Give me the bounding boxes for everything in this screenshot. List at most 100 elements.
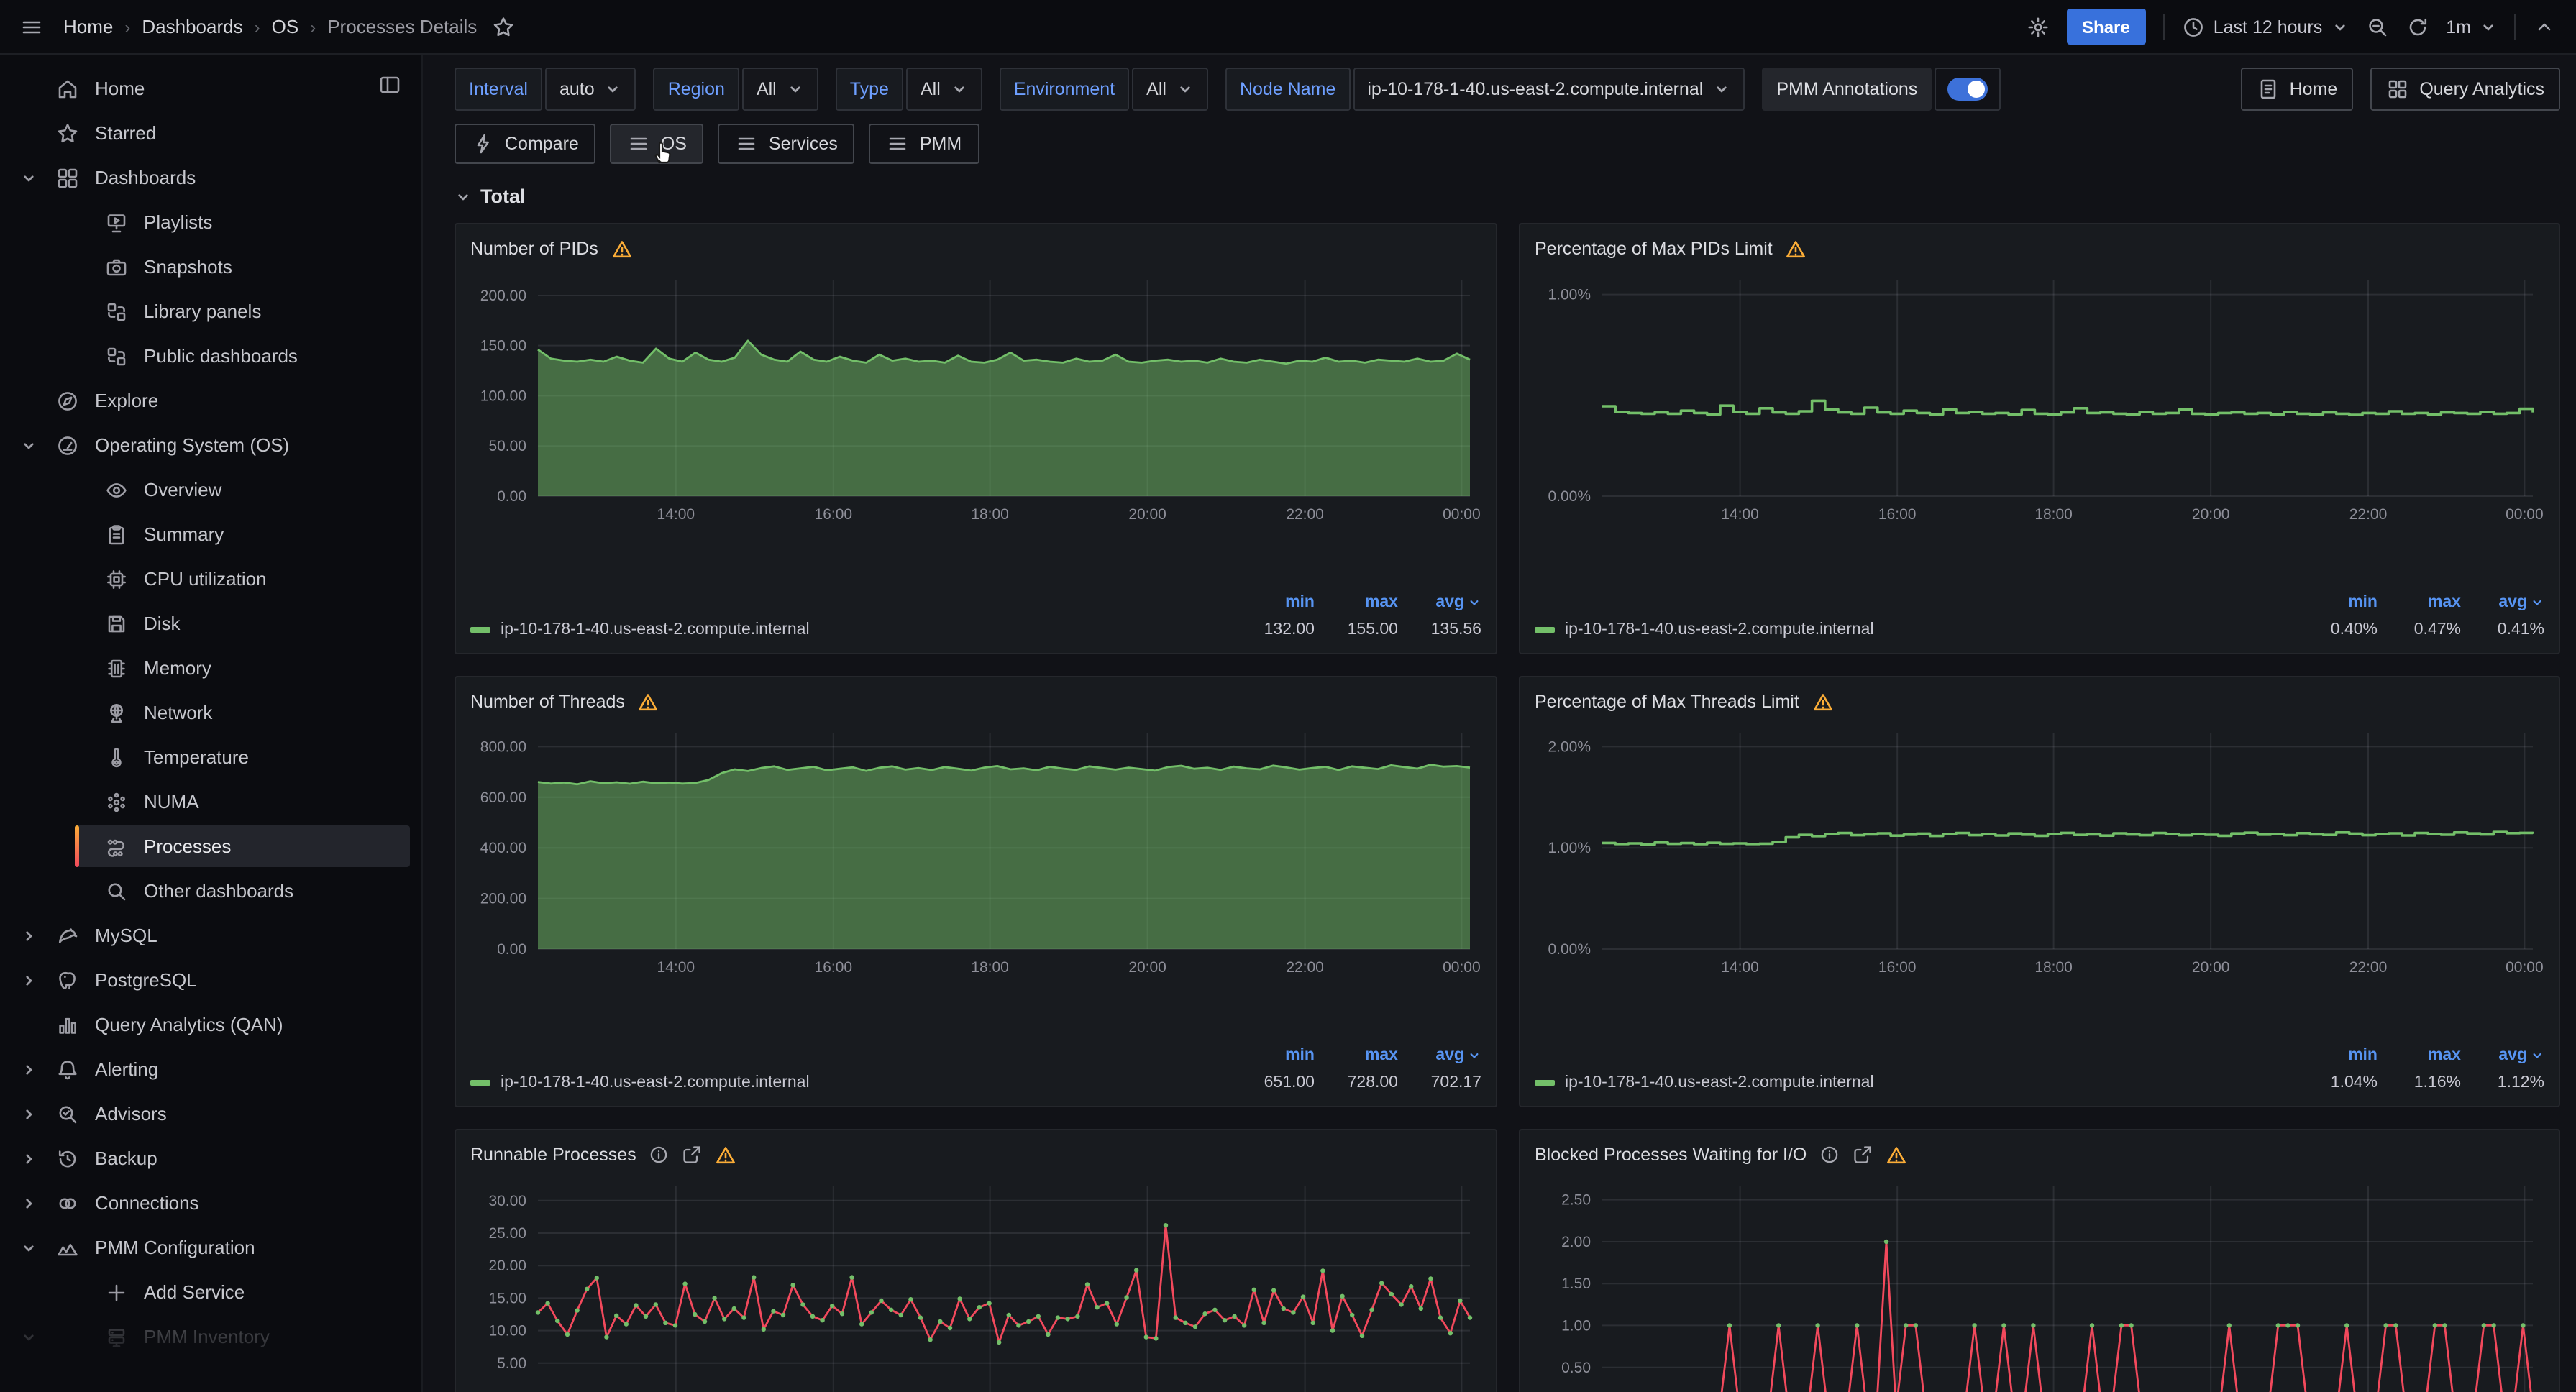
legend-sort-min[interactable]: min: [2294, 1046, 2378, 1063]
legend-sort-min[interactable]: min: [1231, 593, 1315, 610]
warning-icon[interactable]: [611, 238, 633, 260]
sidebar-item-summary[interactable]: Summary: [0, 512, 421, 557]
sidebar-item-overview[interactable]: Overview: [0, 467, 421, 512]
variable-value-dropdown[interactable]: All: [906, 68, 982, 111]
sidebar-item-pmm-inventory[interactable]: PMM Inventory: [0, 1314, 421, 1359]
time-series-chart[interactable]: 200.00150.00100.0050.000.0014:0016:0018:…: [470, 266, 1481, 532]
panel-title[interactable]: Runnable Processes: [470, 1145, 636, 1165]
sidebar-item-library-panels[interactable]: Library panels: [0, 289, 421, 334]
dashboard-settings-gear-icon[interactable]: [2026, 15, 2049, 38]
sidebar-item-starred[interactable]: Starred: [0, 111, 421, 155]
warning-icon[interactable]: [1886, 1144, 1907, 1166]
sidebar-item-public-dashboards[interactable]: Public dashboards: [0, 334, 421, 378]
compare-link-button[interactable]: Compare: [455, 124, 596, 164]
time-series-chart[interactable]: 2.00%1.00%0.00%14:0016:0018:0020:0022:00…: [1535, 719, 2544, 985]
warning-icon[interactable]: [638, 691, 659, 713]
time-series-chart[interactable]: 2.502.001.501.000.5014:0016:0018:0020:00…: [1535, 1172, 2544, 1392]
legend-series[interactable]: ip-10-178-1-40.us-east-2.compute.interna…: [1535, 621, 2294, 638]
chevron-right-icon[interactable]: [17, 1105, 40, 1122]
panel-title[interactable]: Number of PIDs: [470, 239, 598, 259]
sidebar-item-other-dashboards[interactable]: Other dashboards: [0, 869, 421, 913]
sidebar-item-processes[interactable]: Processes: [0, 824, 421, 869]
chevron-down-icon[interactable]: [17, 436, 40, 454]
legend-sort-avg[interactable]: avg: [2461, 1046, 2544, 1063]
legend-series[interactable]: ip-10-178-1-40.us-east-2.compute.interna…: [470, 1073, 1231, 1091]
sidebar-item-memory[interactable]: Memory: [0, 646, 421, 690]
legend-series[interactable]: ip-10-178-1-40.us-east-2.compute.interna…: [470, 621, 1231, 638]
menu-icon[interactable]: [20, 15, 43, 38]
warning-icon[interactable]: [1812, 691, 1834, 713]
legend-sort-max[interactable]: max: [1315, 1046, 1398, 1063]
chevron-down-icon[interactable]: [17, 169, 40, 186]
sidebar-item-connections[interactable]: Connections: [0, 1181, 421, 1225]
sidebar-item-operating-system-os[interactable]: Operating System (OS): [0, 423, 421, 467]
chevron-down-icon[interactable]: [17, 1328, 40, 1345]
legend-sort-avg[interactable]: avg: [1398, 593, 1481, 610]
info-icon[interactable]: [649, 1145, 670, 1165]
sidebar-item-add-service[interactable]: Add Service: [0, 1270, 421, 1314]
pmm-annotations-toggle[interactable]: [1935, 68, 2001, 111]
legend-sort-max[interactable]: max: [1315, 593, 1398, 610]
breadcrumb-item[interactable]: Home: [63, 16, 113, 37]
legend-sort-max[interactable]: max: [2378, 1046, 2461, 1063]
breadcrumb-item[interactable]: Dashboards: [142, 16, 242, 37]
warning-icon[interactable]: [1786, 238, 1807, 260]
variable-value-dropdown[interactable]: All: [1132, 68, 1208, 111]
external-link-icon[interactable]: [682, 1145, 703, 1165]
warning-icon[interactable]: [716, 1144, 737, 1166]
chevron-right-icon[interactable]: [17, 1194, 40, 1212]
sidebar-item-snapshots[interactable]: Snapshots: [0, 244, 421, 289]
breadcrumb-item[interactable]: OS: [272, 16, 299, 37]
chevron-right-icon[interactable]: [17, 1061, 40, 1078]
info-icon[interactable]: [1819, 1145, 1840, 1165]
time-series-chart[interactable]: 800.00600.00400.00200.000.0014:0016:0018…: [470, 719, 1481, 985]
refresh-interval-picker[interactable]: 1m: [2446, 17, 2497, 37]
services-link-button[interactable]: Services: [718, 124, 855, 164]
sidebar-item-alerting[interactable]: Alerting: [0, 1047, 421, 1091]
sidebar-item-explore[interactable]: Explore: [0, 378, 421, 423]
time-series-chart[interactable]: 30.0025.0020.0015.0010.005.0014:0016:001…: [470, 1172, 1481, 1392]
sidebar-item-cpu-utilization[interactable]: CPU utilization: [0, 557, 421, 601]
legend-sort-min[interactable]: min: [1231, 1046, 1315, 1063]
breadcrumb-item[interactable]: Processes Details: [327, 16, 477, 37]
sidebar-item-home[interactable]: Home: [0, 66, 421, 111]
row-total-header[interactable]: Total: [455, 186, 2560, 207]
sidebar-item-numa[interactable]: NUMA: [0, 779, 421, 824]
panel-title[interactable]: Number of Threads: [470, 692, 625, 712]
sidebar-item-mysql[interactable]: MySQL: [0, 913, 421, 958]
external-link-icon[interactable]: [1853, 1145, 1873, 1165]
home-dashboard-button[interactable]: Home: [2241, 68, 2354, 111]
variable-value-dropdown[interactable]: auto: [545, 68, 636, 111]
panel-title[interactable]: Percentage of Max PIDs Limit: [1535, 239, 1773, 259]
sidebar-item-playlists[interactable]: Playlists: [0, 200, 421, 244]
chevron-right-icon[interactable]: [17, 927, 40, 944]
legend-sort-max[interactable]: max: [2378, 593, 2461, 610]
sidebar-item-disk[interactable]: Disk: [0, 601, 421, 646]
legend-sort-avg[interactable]: avg: [1398, 1046, 1481, 1063]
share-button[interactable]: Share: [2066, 9, 2146, 45]
collapse-sidebar-icon[interactable]: [378, 73, 401, 96]
pmm-link-button[interactable]: PMM: [869, 124, 979, 164]
sidebar-item-dashboards[interactable]: Dashboards: [0, 155, 421, 200]
chevron-up-icon[interactable]: [2533, 15, 2556, 38]
variable-value-dropdown[interactable]: ip-10-178-1-40.us-east-2.compute.interna…: [1353, 68, 1745, 111]
sidebar-item-pmm-configuration[interactable]: PMM Configuration: [0, 1225, 421, 1270]
panel-title[interactable]: Percentage of Max Threads Limit: [1535, 692, 1799, 712]
sidebar-item-temperature[interactable]: Temperature: [0, 735, 421, 779]
chevron-right-icon[interactable]: [17, 971, 40, 989]
sidebar-item-network[interactable]: Network: [0, 690, 421, 735]
chevron-right-icon[interactable]: [17, 1150, 40, 1167]
zoom-out-icon[interactable]: [2365, 15, 2388, 38]
variable-value-dropdown[interactable]: All: [742, 68, 818, 111]
chevron-down-icon[interactable]: [17, 1239, 40, 1256]
sidebar-item-advisors[interactable]: Advisors: [0, 1091, 421, 1136]
sidebar-item-query-analytics-qan[interactable]: Query Analytics (QAN): [0, 1002, 421, 1047]
panel-title[interactable]: Blocked Processes Waiting for I/O: [1535, 1145, 1807, 1165]
legend-sort-min[interactable]: min: [2294, 593, 2378, 610]
favorite-star-icon[interactable]: [491, 15, 514, 38]
query-analytics-button[interactable]: Query Analytics: [2370, 68, 2560, 111]
sidebar-item-postgresql[interactable]: PostgreSQL: [0, 958, 421, 1002]
sidebar-item-backup[interactable]: Backup: [0, 1136, 421, 1181]
legend-sort-avg[interactable]: avg: [2461, 593, 2544, 610]
time-series-chart[interactable]: 1.00%0.00%14:0016:0018:0020:0022:0000:00: [1535, 266, 2544, 532]
